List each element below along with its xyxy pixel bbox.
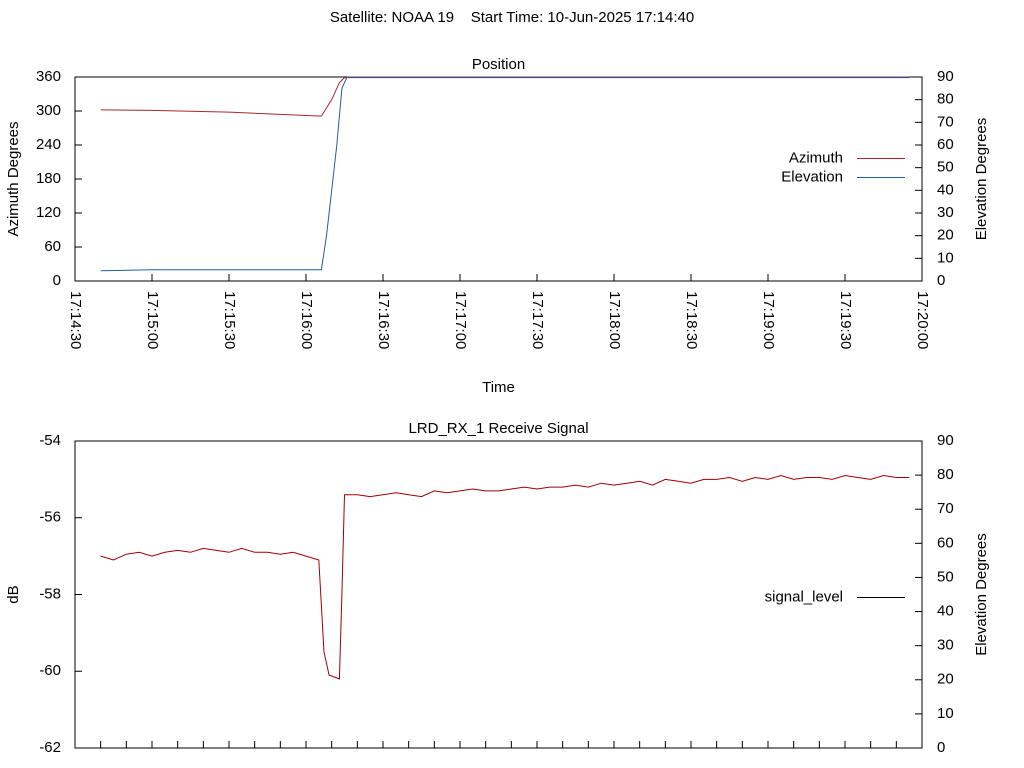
legend-label: signal_level [765,588,843,605]
y2-tick-label: 90 [937,68,954,85]
y2-tick-label: 70 [937,113,954,130]
y-tick-label: 240 [36,136,61,153]
legend-label: Azimuth [789,149,843,166]
y2-tick-label: 50 [937,568,954,585]
figure-title: Satellite: NOAA 19 Start Time: 10-Jun-20… [330,9,694,26]
legend-label: Elevation [781,168,843,185]
y2-tick-label: 60 [937,534,954,551]
x-tick-label: 17:15:30 [221,291,238,349]
y2-tick-label: 30 [937,204,954,221]
y-tick-label: 120 [36,204,61,221]
x-tick-label: 17:19:30 [837,291,854,349]
x-tick-label: 17:15:00 [144,291,161,349]
y2-tick-label: 80 [937,466,954,483]
y2-tick-label: 10 [937,249,954,266]
plot-title: LRD_RX_1 Receive Signal [408,420,588,437]
y-tick-label: 0 [53,272,61,289]
y-tick-label: -62 [39,739,61,756]
y2-tick-label: 50 [937,159,954,176]
y-tick-label: -60 [39,662,61,679]
y-axis-label: Azimuth Degrees [5,121,22,236]
y2-tick-label: 0 [937,272,945,289]
y2-tick-label: 70 [937,500,954,517]
y-axis-label: dB [5,585,22,603]
y2-tick-label: 0 [937,739,945,756]
x-tick-label: 17:18:30 [683,291,700,349]
y-tick-label: 180 [36,170,61,187]
y2-axis-label: Elevation Degrees [973,533,990,656]
series-line [100,474,910,680]
x-tick-label: 17:20:00 [914,291,931,349]
y2-tick-label: 60 [937,136,954,153]
x-tick-label: 17:18:00 [606,291,623,349]
y2-tick-label: 90 [937,432,954,449]
x-tick-label: 17:19:00 [760,291,777,349]
y2-tick-label: 40 [937,603,954,620]
plot-title: Position [472,56,525,73]
y-tick-label: 300 [36,102,61,119]
y-tick-label: -54 [39,432,61,449]
y-tick-label: 60 [44,238,61,255]
x-tick-label: 17:17:00 [452,291,469,349]
y2-tick-label: 80 [937,91,954,108]
x-tick-label: 17:14:30 [67,291,84,349]
y2-tick-label: 10 [937,705,954,722]
y-tick-label: 360 [36,68,61,85]
x-axis-label: Time [482,379,515,396]
x-tick-label: 17:16:30 [375,291,392,349]
series-line [100,76,910,272]
y2-axis-label: Elevation Degrees [973,118,990,241]
x-tick-label: 17:16:00 [298,291,315,349]
y2-tick-label: 40 [937,181,954,198]
x-tick-label: 17:17:30 [529,291,546,349]
y2-tick-label: 20 [937,671,954,688]
y-tick-label: -56 [39,509,61,526]
y2-tick-label: 30 [937,637,954,654]
series-line [100,77,910,117]
y2-tick-label: 20 [937,227,954,244]
y-tick-label: -58 [39,585,61,602]
